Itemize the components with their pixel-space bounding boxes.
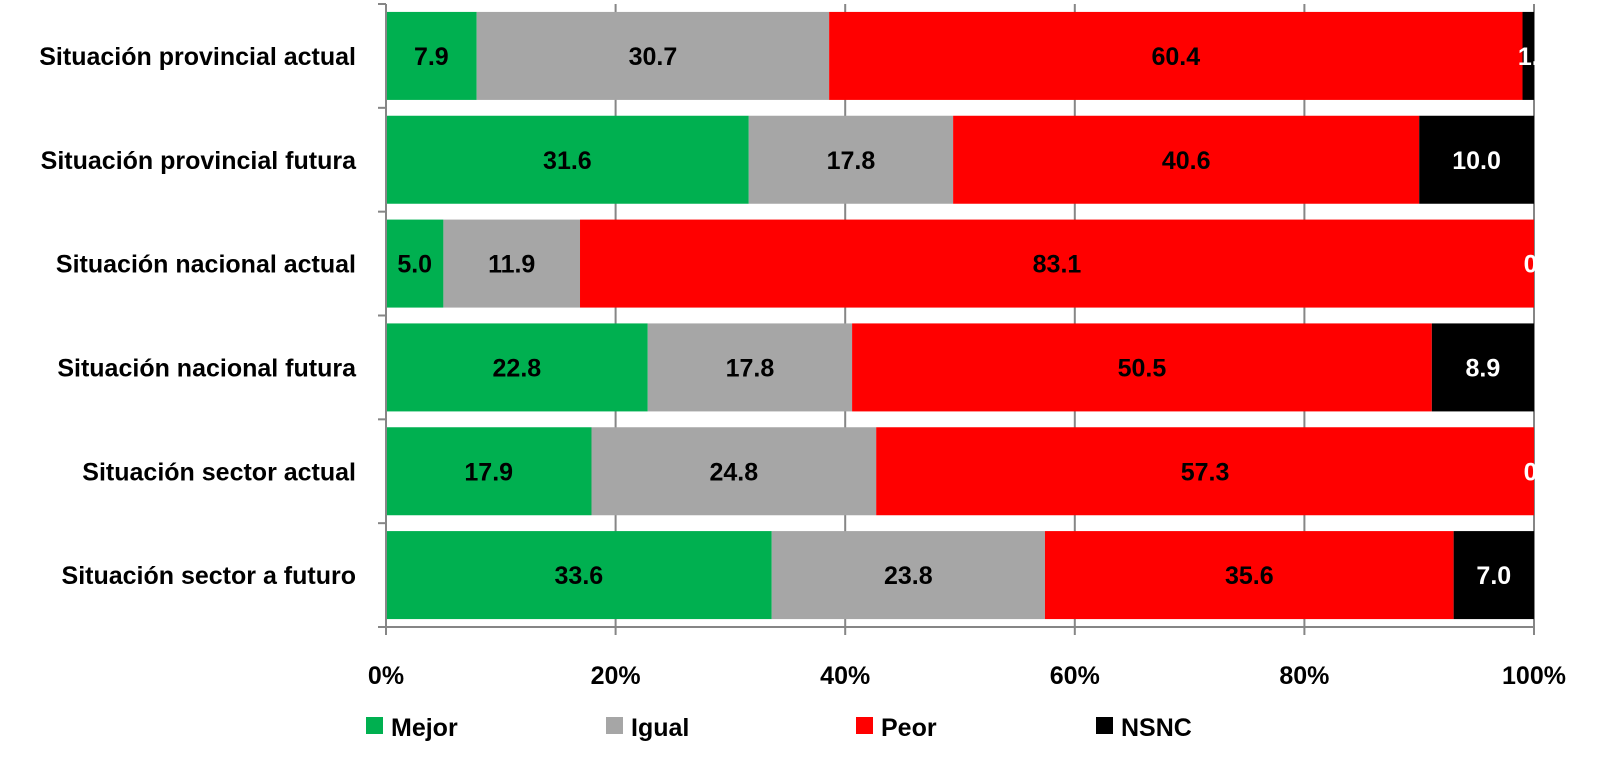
bar-segment-mejor-row-2 (386, 115, 749, 204)
bar-segment-igual-row-6 (771, 531, 1045, 620)
bar-segment-nsnc-row-2 (1419, 115, 1534, 204)
bar-segment-peor-row-5 (876, 427, 1534, 516)
gridlines (614, 4, 1535, 627)
bar-segment-mejor-row-3 (386, 219, 444, 308)
data-label-peor-row-2: 40.6 (1162, 147, 1211, 175)
data-label-nsnc-row-3: 0. (1524, 251, 1545, 279)
data-label-peor-row-5: 57.3 (1181, 458, 1230, 486)
legend-swatch-igual (606, 717, 623, 734)
legend-swatch-peor (856, 717, 873, 734)
bar-segment-nsnc-row-1 (1522, 11, 1534, 100)
bar-segment-peor-row-4 (852, 323, 1432, 412)
x-tick-label-40pct: 40% (820, 662, 870, 690)
data-label-peor-row-1: 60.4 (1151, 43, 1200, 71)
category-label-row-2: Situación provincial futura (41, 147, 357, 175)
data-label-peor-row-3: 83.1 (1033, 251, 1082, 279)
bar-segment-igual-row-5 (591, 427, 877, 516)
bar-segment-peor-row-6 (1044, 531, 1454, 620)
bar-segment-peor-row-2 (953, 115, 1420, 204)
data-label-igual-row-1: 30.7 (629, 43, 678, 71)
bar-segment-mejor-row-1 (386, 11, 477, 100)
legend-label-nsnc: NSNC (1121, 714, 1192, 742)
data-label-nsnc-row-4: 8.9 (1466, 354, 1501, 382)
category-label-row-4: Situación nacional futura (57, 354, 357, 382)
bar-segment-mejor-row-6 (386, 531, 772, 620)
x-tick-label-0pct: 0% (368, 662, 404, 690)
x-tick-label-100pct: 100% (1502, 662, 1566, 690)
data-label-igual-row-5: 24.8 (710, 458, 759, 486)
legend-label-peor: Peor (881, 714, 937, 742)
bar-segment-igual-row-2 (748, 115, 954, 204)
x-tick-label-60pct: 60% (1050, 662, 1100, 690)
data-label-igual-row-6: 23.8 (884, 562, 933, 590)
legend-label-mejor: Mejor (391, 714, 458, 742)
category-label-row-6: Situación sector a futuro (62, 562, 356, 590)
data-label-peor-row-4: 50.5 (1118, 354, 1167, 382)
data-label-nsnc-row-2: 10.0 (1452, 147, 1501, 175)
data-label-igual-row-3: 11.9 (488, 251, 535, 279)
data-label-mejor-row-3: 5.0 (397, 251, 432, 279)
data-label-mejor-row-2: 31.6 (543, 147, 592, 175)
x-tick-label-80pct: 80% (1279, 662, 1329, 690)
x-tick-labels: 0% 20% 40% 60% 80% 100% (368, 662, 1566, 690)
data-label-igual-row-2: 17.8 (827, 147, 876, 175)
bar-segment-mejor-row-5 (386, 427, 592, 516)
legend-swatch-nsnc (1096, 717, 1113, 734)
category-label-row-5: Situación sector actual (82, 458, 356, 486)
data-label-nsnc-row-6: 7.0 (1476, 562, 1511, 590)
legend-label-igual: Igual (631, 714, 689, 742)
bar-segment-nsnc-row-4 (1431, 323, 1534, 412)
bar-segment-mejor-row-4 (386, 323, 648, 412)
data-label-igual-row-4: 17.8 (726, 354, 775, 382)
data-label-peor-row-6: 35.6 (1225, 562, 1274, 590)
bar-segment-igual-row-1 (476, 11, 830, 100)
axes (378, 3, 1535, 635)
bar-segment-igual-row-4 (647, 323, 853, 412)
legend-swatch-mejor (366, 717, 383, 734)
bar-segment-igual-row-3 (443, 219, 581, 308)
category-labels: Situación provincial actual Situación pro… (39, 43, 357, 590)
data-label-mejor-row-4: 22.8 (493, 354, 542, 382)
data-label-mejor-row-5: 17.9 (464, 458, 513, 486)
bar-segment-nsnc-row-6 (1453, 531, 1534, 620)
x-tick-label-20pct: 20% (591, 662, 641, 690)
bars: 7.9 30.7 60.4 1. 31.6 17.8 40.6 10.0 5.0 11.9 83.1… (386, 11, 1545, 620)
data-label-mejor-row-1: 7.9 (414, 43, 449, 71)
legend: Mejor Igual Peor NSNC (366, 714, 1192, 742)
category-label-row-1: Situación provincial actual (39, 43, 356, 71)
data-label-nsnc-row-5: 0. (1524, 458, 1545, 486)
data-label-nsnc-row-1: 1. (1518, 43, 1539, 71)
bar-segment-peor-row-3 (580, 219, 1534, 308)
bar-segment-peor-row-1 (829, 11, 1523, 100)
data-label-mejor-row-6: 33.6 (555, 562, 604, 590)
category-label-row-3: Situación nacional actual (56, 251, 356, 279)
